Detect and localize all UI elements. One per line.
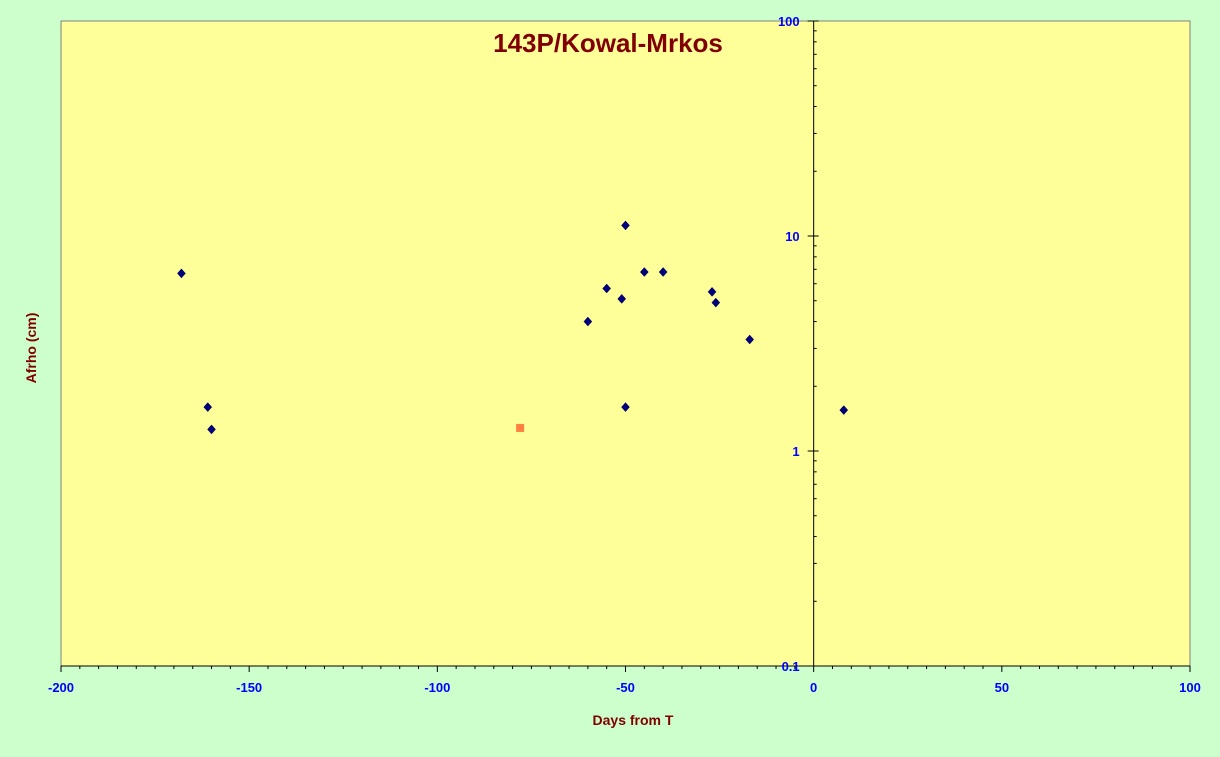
y-tick-label: 0.1 — [782, 659, 800, 674]
data-point-diamond — [658, 267, 668, 277]
data-point-diamond — [207, 424, 216, 435]
x-tick-label: -200 — [48, 680, 74, 695]
y-axis-title: Afrho (cm) — [23, 313, 39, 384]
x-tick-label: -50 — [616, 680, 635, 695]
x-tick-label: -100 — [424, 680, 450, 695]
data-point-diamond — [707, 286, 717, 297]
data-point-diamond — [639, 267, 649, 277]
x-tick-label: 100 — [1179, 680, 1201, 695]
data-point-diamond — [617, 293, 627, 304]
data-point-diamond — [621, 220, 630, 231]
y-tick-label: 10 — [785, 229, 799, 244]
x-tick-label: -150 — [236, 680, 262, 695]
data-point-diamond — [621, 402, 630, 412]
data-point-diamond — [745, 334, 755, 345]
x-tick-label: 0 — [810, 680, 817, 695]
data-point-square — [516, 423, 525, 432]
axis-ticks: -200 -150 -100 -50 0 50 100 0.1 1 10 100 — [48, 14, 1201, 695]
data-point-diamond — [583, 316, 593, 327]
y-tick-label: 1 — [792, 444, 799, 459]
data-point-diamond — [602, 283, 612, 294]
data-points — [177, 220, 849, 435]
y-tick-label: 100 — [778, 14, 800, 29]
data-point-diamond — [177, 268, 186, 279]
x-tick-label: 50 — [995, 680, 1009, 695]
data-point-diamond — [203, 402, 213, 412]
x-axis-title: Days from T — [593, 712, 674, 728]
plot-area — [60, 20, 1191, 667]
data-point-diamond — [839, 405, 849, 415]
data-point-diamond — [711, 297, 721, 308]
chart-title: 143P/Kowal-Mrkos — [493, 28, 723, 58]
